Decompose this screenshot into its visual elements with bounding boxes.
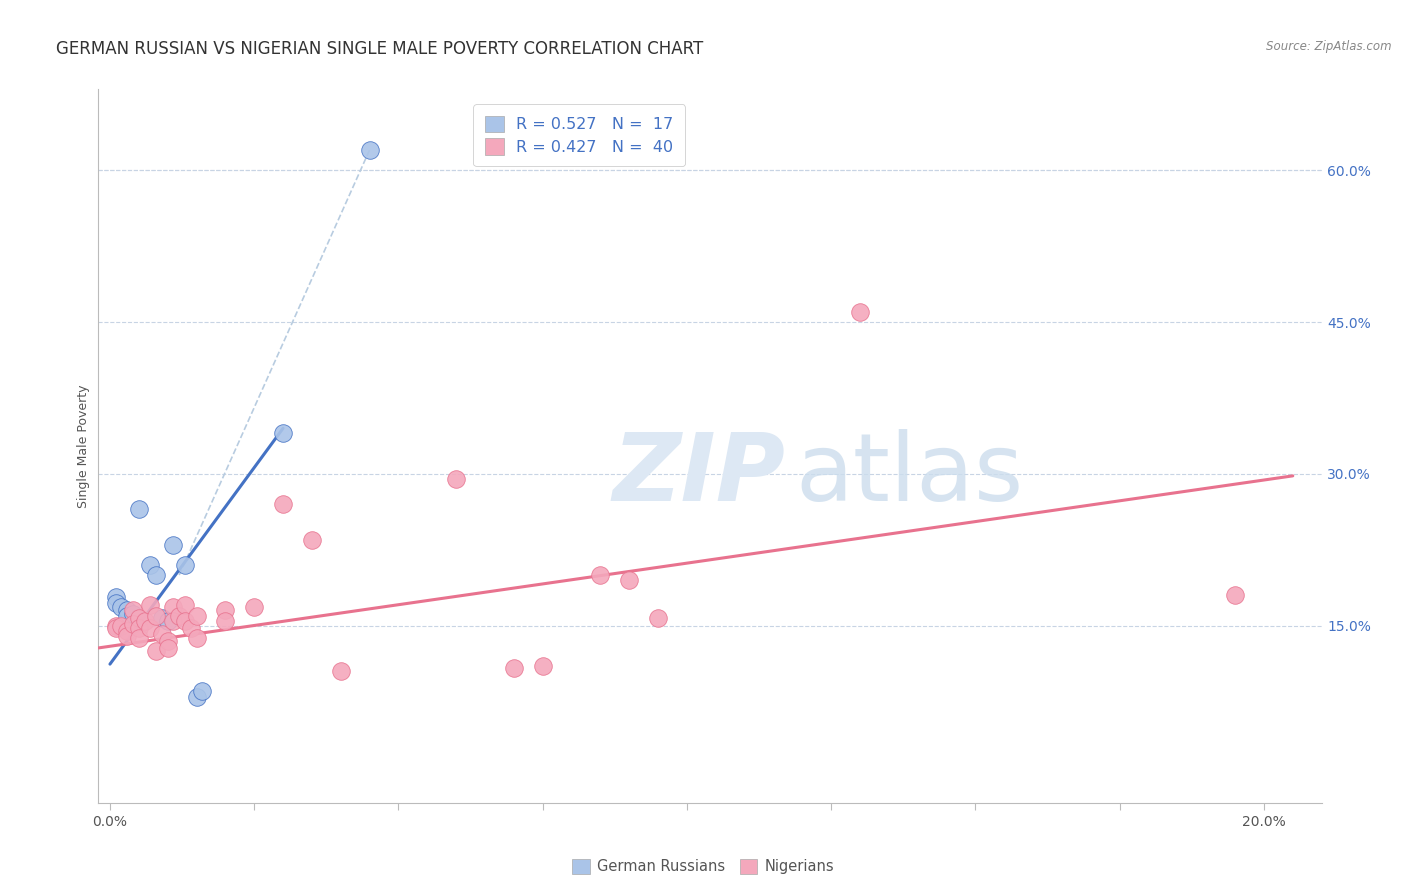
Point (647, 610, 669, 624)
Point (156, 633, 179, 648)
Point (128, 631, 150, 645)
Point (174, 558, 197, 572)
Point (156, 614, 179, 628)
Point (156, 640, 179, 655)
Point (117, 629, 139, 643)
Point (186, 631, 208, 645)
Point (444, 472, 467, 486)
Text: Source: ZipAtlas.com: Source: ZipAtlas.com (1267, 40, 1392, 54)
Text: atlas: atlas (796, 428, 1024, 521)
Point (162, 538, 184, 552)
Point (167, 608, 190, 623)
Point (214, 603, 236, 617)
Text: ZIP: ZIP (612, 428, 785, 521)
Point (117, 603, 139, 617)
Point (1223, 588, 1246, 602)
Point (145, 568, 167, 582)
Point (186, 690, 208, 704)
Point (139, 558, 162, 572)
Point (117, 624, 139, 638)
Point (110, 600, 132, 615)
Point (104, 621, 127, 635)
Legend: R = 0.527   N =  17, R = 0.427   N =  40: R = 0.527 N = 17, R = 0.427 N = 40 (474, 104, 685, 166)
Point (162, 600, 184, 615)
Point (117, 608, 139, 623)
Point (502, 661, 524, 675)
Point (104, 618, 127, 632)
Point (186, 608, 208, 623)
Point (271, 497, 294, 511)
Point (301, 533, 323, 547)
Point (139, 599, 162, 613)
Point (243, 600, 266, 615)
Point (134, 614, 156, 628)
Point (174, 614, 197, 628)
Point (174, 599, 197, 613)
Point (150, 626, 173, 640)
Point (128, 621, 150, 635)
Legend: German Russians, Nigerians: German Russians, Nigerians (567, 853, 839, 880)
Point (150, 610, 173, 624)
Point (214, 614, 236, 628)
Point (128, 502, 150, 516)
Point (531, 659, 554, 673)
Point (849, 305, 872, 319)
Point (145, 608, 167, 623)
Point (589, 568, 612, 582)
Point (104, 596, 127, 610)
Point (110, 618, 132, 632)
Y-axis label: Single Male Poverty: Single Male Poverty (77, 384, 90, 508)
Point (122, 607, 145, 621)
Point (104, 591, 127, 605)
Point (359, 143, 381, 157)
Point (122, 603, 145, 617)
Point (162, 614, 184, 628)
Text: GERMAN RUSSIAN VS NIGERIAN SINGLE MALE POVERTY CORRELATION CHART: GERMAN RUSSIAN VS NIGERIAN SINGLE MALE P… (56, 40, 703, 58)
Point (128, 610, 150, 624)
Point (329, 664, 352, 678)
Point (145, 644, 167, 658)
Point (271, 426, 294, 441)
Point (191, 684, 214, 698)
Point (619, 573, 641, 587)
Point (139, 621, 162, 635)
Point (180, 621, 202, 635)
Point (122, 616, 145, 631)
